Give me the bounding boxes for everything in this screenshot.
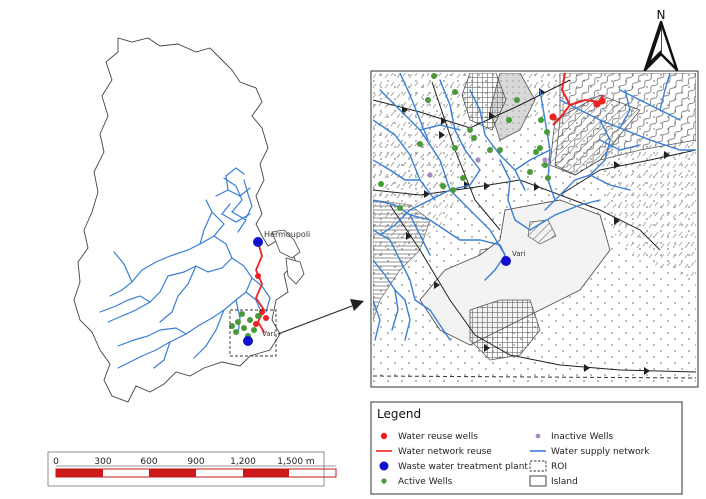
legend-active-well-icon [381,478,387,484]
zoom-arrow [277,299,364,335]
legend-island-icon [529,475,547,487]
legend-reuse-well-icon [380,432,388,440]
legend-label: Island [551,477,578,487]
scale-tick: 300 [94,457,111,467]
label-vari-main: Vari [262,330,275,338]
legend-label: Water network reuse [398,447,492,457]
island-outline [73,37,305,403]
scale-tick: 900 [187,457,204,467]
label-vari-inset: Vari [512,250,525,258]
legend-label: Water supply network [551,447,650,457]
legend-wwtp-icon [379,461,389,471]
legend-title: Legend [377,407,421,421]
scale-bar [55,465,337,478]
legend: Legend Water reuse wells Water network r… [370,401,683,495]
legend-label: Active Wells [398,477,453,487]
scale-tick: 1,500 m [277,457,314,467]
legend-label: ROI [551,462,567,472]
svg-text:N: N [657,8,666,22]
roi-box [229,309,277,357]
wwtp-hermoupoli [253,237,263,247]
island-active-wells [229,311,261,339]
inset-map: Vari [370,70,699,388]
island-supply-network [99,167,271,369]
wwtp-vari [243,336,253,346]
island-reuse-wells [253,273,269,327]
scale-tick: 1,200 [230,457,256,467]
label-hermoupoli: Hermoupoli [264,230,310,239]
scale-tick: 0 [53,457,59,467]
legend-label: Waste water treatment plant [398,462,528,472]
scale-frame [47,451,325,487]
north-arrow-icon: N [643,8,679,72]
scale-ticks: 0 300 600 900 1,200 1,500 m [53,457,315,467]
legend-inactive-well-icon [535,433,541,439]
island-reuse-network [254,241,266,333]
legend-roi-icon [529,460,547,472]
legend-label: Inactive Wells [551,432,613,442]
legend-label: Water reuse wells [398,432,478,442]
scale-tick: 600 [140,457,157,467]
